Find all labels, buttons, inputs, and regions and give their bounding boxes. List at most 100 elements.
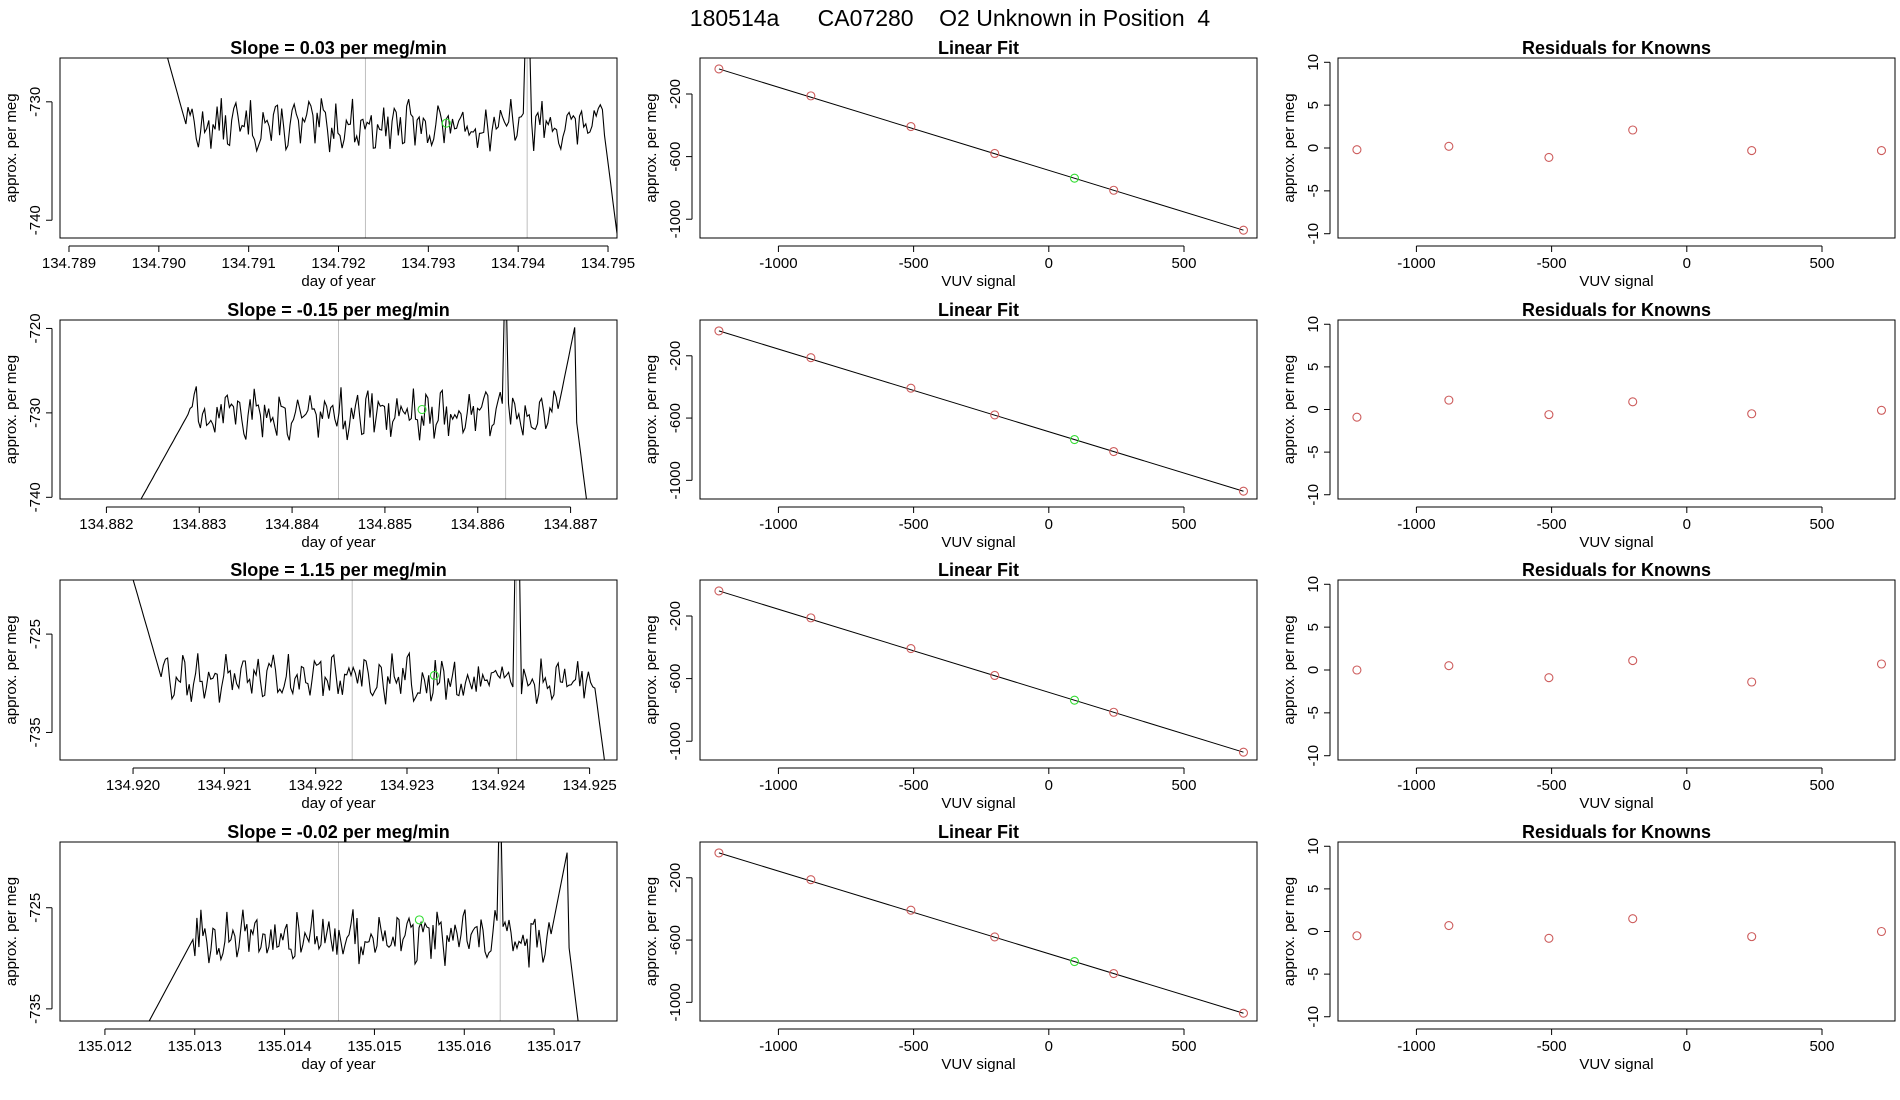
signal-trace: [148, 842, 579, 1021]
chart-panel-1-2: Linear Fit -1000 -500 0 500 VUV signal -200 -60…: [643, 38, 1258, 290]
x-tick-label: 0: [1045, 1038, 1053, 1055]
known-point: [1238, 225, 1249, 235]
y-axis-label: approx. per meg: [3, 93, 20, 202]
known-point: [906, 644, 916, 654]
plot-frame: [1337, 841, 1896, 1022]
y-axis-label: approx. per meg: [3, 877, 20, 986]
panel-title: Slope = -0.15 per meg/min: [227, 300, 450, 320]
residual-point: [1876, 146, 1887, 156]
y-tick-label: 10: [1305, 576, 1322, 593]
x-axis-label: day of year: [301, 795, 375, 812]
known-point: [906, 122, 916, 132]
residual-point: [1444, 141, 1454, 151]
residual-point: [1544, 410, 1554, 420]
x-tick-label: 134.924: [471, 777, 525, 794]
residual-point: [1352, 665, 1362, 675]
unknown-point: [414, 915, 424, 925]
known-point: [1109, 446, 1119, 457]
signal-trace: [132, 580, 605, 760]
y-axis-label: approx. per meg: [1281, 615, 1298, 724]
x-tick-label: -1000: [1397, 777, 1435, 794]
residual-point: [1544, 152, 1554, 162]
x-axis-label: VUV signal: [1579, 534, 1653, 551]
y-tick-label: -10: [1305, 223, 1322, 245]
chart-panel-2-2: Linear Fit -1000 -500 0 500 VUV signal -200 -60…: [643, 300, 1258, 551]
x-tick-label: 500: [1809, 255, 1834, 272]
residual-point: [1747, 932, 1757, 942]
y-axis-label: approx. per meg: [643, 615, 660, 724]
x-tick-label: 134.882: [79, 516, 133, 533]
page-title: 180514a CA07280 O2 Unknown in Position 4: [689, 5, 1211, 31]
x-tick-label: -500: [1537, 777, 1567, 794]
y-tick-label: -725: [27, 893, 44, 923]
fit-line: [718, 590, 1244, 753]
panel-title: Linear Fit: [938, 300, 1019, 320]
plot-frame: [59, 841, 618, 1022]
y-tick-label: -1000: [667, 722, 684, 760]
y-tick-label: -735: [27, 994, 44, 1024]
x-tick-label: 500: [1171, 516, 1196, 533]
x-tick-label: 500: [1171, 777, 1196, 794]
panel-title: Slope = 0.03 per meg/min: [230, 38, 447, 58]
x-tick-label: 500: [1809, 516, 1834, 533]
unknown-point: [417, 404, 427, 415]
y-tick-label: -730: [27, 87, 44, 117]
x-tick-label: 134.885: [358, 516, 412, 533]
known-point: [806, 91, 816, 101]
x-tick-label: 134.789: [42, 255, 96, 272]
residual-point: [1628, 397, 1638, 407]
known-point: [1109, 707, 1119, 717]
x-tick-label: 134.925: [562, 777, 616, 794]
x-tick-label: -1000: [1397, 516, 1435, 533]
x-tick-label: 0: [1683, 255, 1691, 272]
y-axis-label: approx. per meg: [3, 615, 20, 724]
x-tick-label: -500: [1537, 516, 1567, 533]
unknown-point: [1069, 173, 1080, 183]
x-tick-label: 134.884: [265, 516, 319, 533]
known-point: [906, 383, 916, 393]
y-tick-label: -200: [667, 601, 684, 631]
y-tick-label: -5: [1305, 445, 1322, 458]
y-axis-label: approx. per meg: [3, 355, 20, 464]
known-point: [806, 353, 816, 363]
x-axis-label: day of year: [301, 1056, 375, 1073]
plot-frame: [1337, 57, 1896, 239]
residual-point: [1444, 661, 1454, 671]
x-tick-label: 134.792: [311, 255, 365, 272]
y-tick-label: -725: [27, 619, 44, 649]
y-tick-label: -600: [667, 925, 684, 955]
x-tick-label: 0: [1045, 516, 1053, 533]
plot-frame: [699, 319, 1258, 500]
residual-point: [1352, 145, 1362, 155]
x-tick-label: 134.886: [451, 516, 505, 533]
chart-panel-2-3: Residuals for Knowns -1000 -500 0 500 VUV sig…: [1281, 300, 1896, 551]
y-tick-label: -720: [27, 313, 44, 343]
y-tick-label: -10: [1305, 484, 1322, 506]
panel-title: Slope = 1.15 per meg/min: [230, 560, 447, 580]
residual-point: [1544, 933, 1554, 943]
y-tick-label: -735: [27, 717, 44, 747]
x-tick-label: 134.793: [401, 255, 455, 272]
x-tick-label: 500: [1809, 1038, 1834, 1055]
x-tick-label: 500: [1809, 777, 1834, 794]
plot-frame: [699, 579, 1258, 761]
chart-panel-4-2: Linear Fit -1000 -500 0 500 VUV signal -200 -60…: [643, 822, 1258, 1073]
residual-point: [1876, 659, 1887, 669]
x-tick-label: 135.013: [168, 1038, 222, 1055]
plot-frame: [699, 57, 1258, 239]
y-tick-label: 5: [1305, 363, 1322, 371]
y-axis-label: approx. per meg: [643, 877, 660, 986]
x-tick-label: 134.921: [197, 777, 251, 794]
panel-title: Slope = -0.02 per meg/min: [227, 822, 450, 842]
y-tick-label: -1000: [667, 983, 684, 1021]
x-tick-label: 134.923: [380, 777, 434, 794]
x-axis-label: day of year: [301, 534, 375, 551]
x-tick-label: 0: [1683, 516, 1691, 533]
x-tick-label: 0: [1683, 777, 1691, 794]
plot-frame: [59, 57, 618, 239]
x-axis-label: VUV signal: [941, 273, 1015, 290]
y-tick-label: -5: [1305, 184, 1322, 197]
y-tick-label: -10: [1305, 1006, 1322, 1028]
x-tick-label: 134.887: [543, 516, 597, 533]
